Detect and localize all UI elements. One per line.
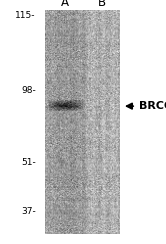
Text: B: B — [98, 0, 106, 9]
Text: A: A — [61, 0, 69, 9]
Text: 51-: 51- — [21, 158, 36, 167]
Text: 98-: 98- — [21, 86, 36, 95]
Text: BRCC45: BRCC45 — [139, 101, 166, 111]
Text: 115-: 115- — [15, 11, 36, 20]
Text: 37-: 37- — [21, 207, 36, 215]
